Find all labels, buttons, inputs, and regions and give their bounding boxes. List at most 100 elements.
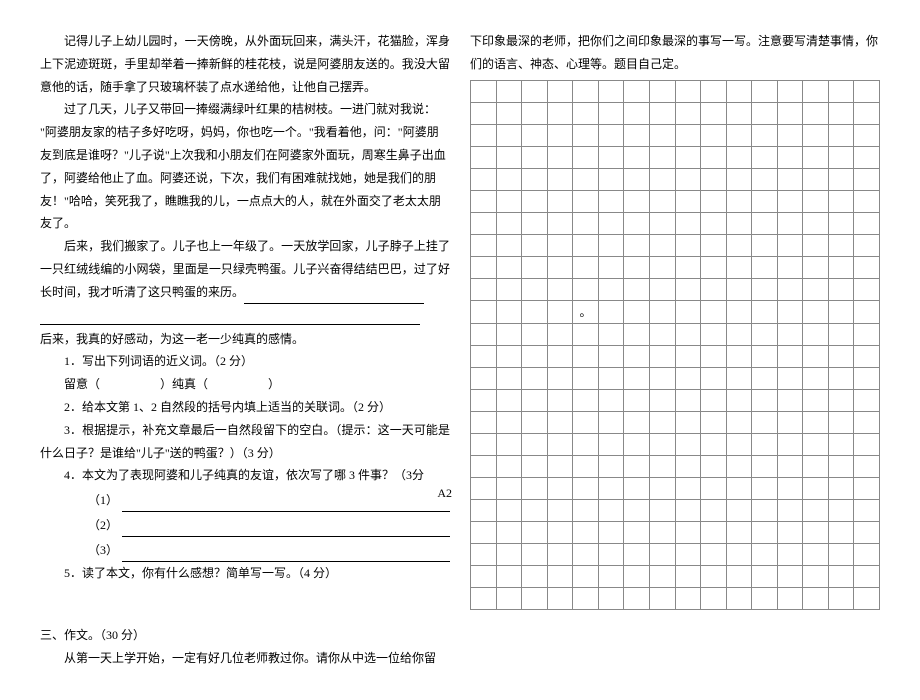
grid-cell (854, 588, 880, 610)
grid-cell (547, 80, 573, 102)
grid-cell (726, 412, 752, 434)
grid-cell (547, 434, 573, 456)
grid-cell (547, 256, 573, 278)
grid-cell (777, 146, 803, 168)
grid-cell (496, 588, 522, 610)
grid-cell (752, 588, 778, 610)
grid-cell (624, 434, 650, 456)
grid-cell (675, 256, 701, 278)
grid-cell (471, 456, 497, 478)
paragraph-4: 后来，我真的好感动，为这一老一少纯真的感情。 (40, 328, 450, 351)
grid-cell (803, 80, 829, 102)
grid-cell (701, 278, 727, 300)
grid-cell (726, 300, 752, 324)
grid-cell (777, 456, 803, 478)
grid-cell (701, 434, 727, 456)
grid-cell (496, 478, 522, 500)
grid-cell (726, 500, 752, 522)
grid-cell (675, 368, 701, 390)
grid-cell (854, 434, 880, 456)
grid-cell (624, 102, 650, 124)
grid-cell (726, 522, 752, 544)
q1-label-a: 留意（ (64, 377, 100, 391)
paragraph-2a: 过了几天，儿子又带回一捧缀满绿叶红果的桔树枝。一进门就对我说： (40, 98, 450, 121)
grid-cell (573, 522, 599, 544)
grid-cell (828, 346, 854, 368)
grid-cell (496, 234, 522, 256)
grid-cell (803, 412, 829, 434)
grid-cell (547, 456, 573, 478)
grid-cell (828, 390, 854, 412)
grid-cell (624, 234, 650, 256)
grid-cell (777, 566, 803, 588)
grid-cell (675, 168, 701, 190)
grid-cell (573, 566, 599, 588)
grid-cell (471, 478, 497, 500)
grid-cell (752, 346, 778, 368)
grid-cell (496, 522, 522, 544)
grid-cell (471, 588, 497, 610)
grid-cell (624, 278, 650, 300)
grid-cell (803, 324, 829, 346)
grid-cell (624, 566, 650, 588)
grid-cell (598, 102, 624, 124)
q4-sub-3-label: （3） (40, 539, 118, 562)
grid-cell (726, 212, 752, 234)
grid-cell (547, 324, 573, 346)
right-top-text: 下印象最深的老师，把你们之间印象最深的事写一写。注意要写清楚事情，你们的语言、神… (470, 30, 880, 76)
grid-cell (726, 124, 752, 146)
grid-cell (624, 190, 650, 212)
grid-cell (573, 234, 599, 256)
question-5: 5．读了本文，你有什么感想？简单写一写。（4 分） (40, 562, 450, 585)
grid-cell (828, 124, 854, 146)
grid-cell (828, 80, 854, 102)
grid-cell (777, 212, 803, 234)
grid-cell (624, 124, 650, 146)
grid-cell (496, 278, 522, 300)
grid-cell (522, 588, 548, 610)
grid-cell (471, 522, 497, 544)
grid-cell (752, 500, 778, 522)
q4-sub-2-label: （2） (40, 514, 118, 537)
grid-cell (522, 522, 548, 544)
grid-cell (726, 190, 752, 212)
grid-cell (471, 300, 497, 324)
grid-cell (598, 588, 624, 610)
grid-cell (573, 324, 599, 346)
grid-cell (522, 80, 548, 102)
grid-cell (649, 544, 675, 566)
grid-cell (828, 456, 854, 478)
grid-cell (649, 456, 675, 478)
grid-cell (828, 300, 854, 324)
grid-cell (675, 80, 701, 102)
grid-cell (522, 500, 548, 522)
question-3-text: 3．根据提示，补充文章最后一自然段留下的空白。（提示：这一天可能是什么日子？是谁… (40, 423, 450, 460)
grid-cell (854, 368, 880, 390)
grid-cell (854, 212, 880, 234)
grid-cell (752, 390, 778, 412)
grid-cell (752, 456, 778, 478)
grid-cell (547, 544, 573, 566)
grid-cell (777, 324, 803, 346)
grid-cell (854, 346, 880, 368)
grid-cell (649, 124, 675, 146)
question-1-blanks: 留意（）纯真（） (40, 373, 450, 396)
grid-cell (522, 124, 548, 146)
q4-sub-1-label: （1） (40, 489, 118, 512)
question-1: 1．写出下列词语的近义词。（2 分） (40, 350, 450, 373)
grid-cell (547, 146, 573, 168)
grid-cell (675, 212, 701, 234)
grid-cell (496, 146, 522, 168)
grid-cell (624, 368, 650, 390)
grid-cell (777, 588, 803, 610)
grid-cell (496, 124, 522, 146)
grid-cell (471, 544, 497, 566)
q4-sub-1-line (122, 511, 450, 512)
grid-cell (496, 102, 522, 124)
grid-cell (726, 588, 752, 610)
grid-cell (701, 300, 727, 324)
grid-cell (522, 456, 548, 478)
grid-cell (777, 234, 803, 256)
grid-cell (624, 168, 650, 190)
grid-cell (573, 146, 599, 168)
